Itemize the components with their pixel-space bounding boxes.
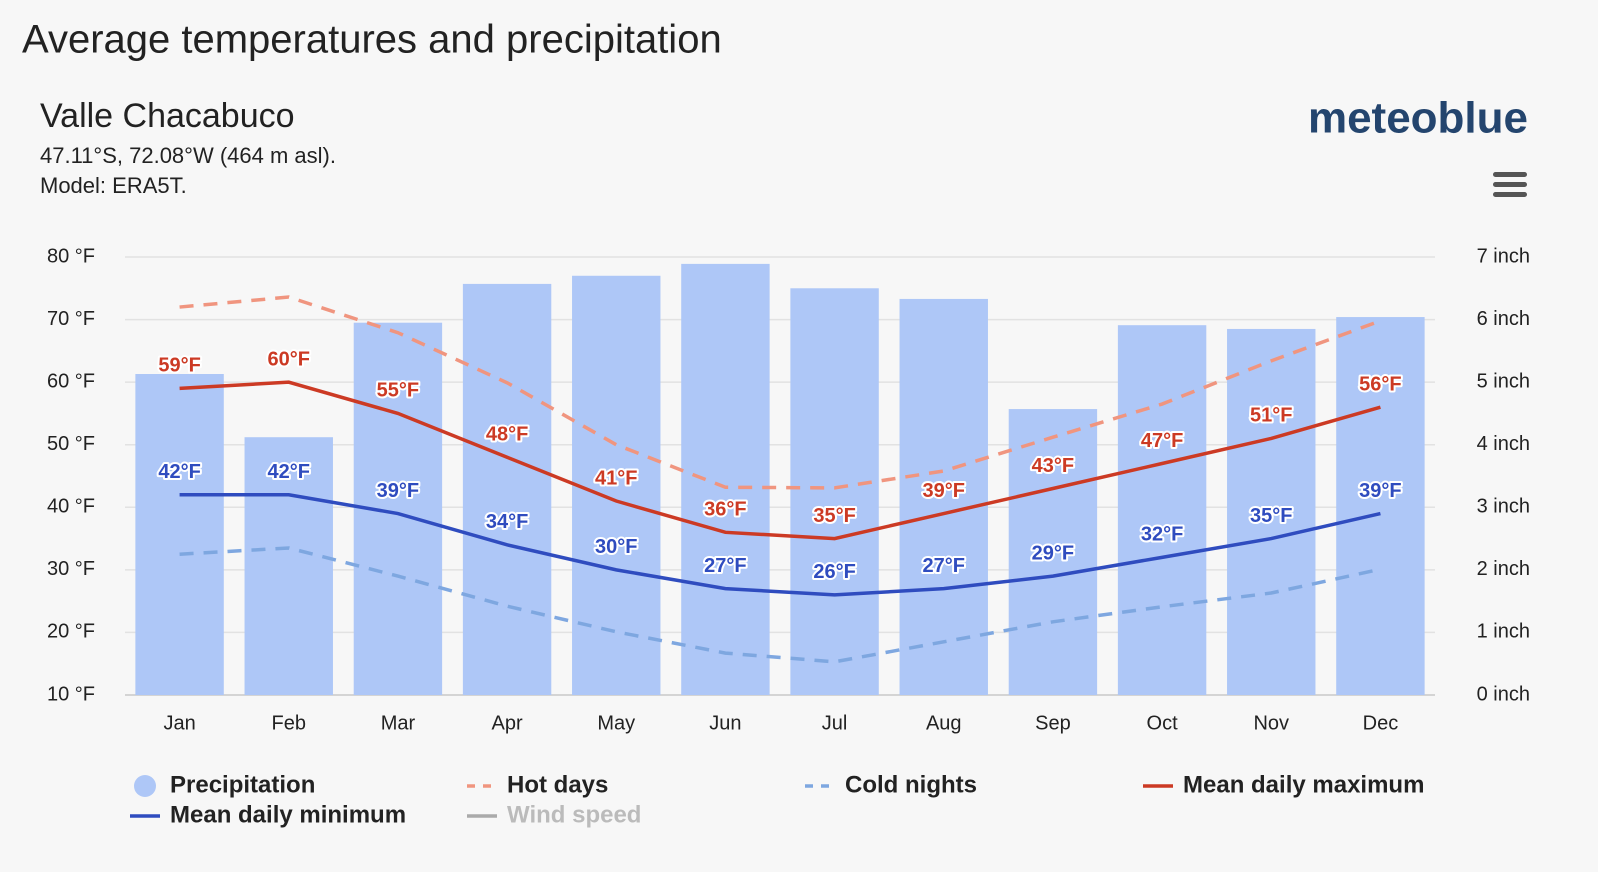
precipitation-bar — [1117, 325, 1207, 695]
data-label: 56°F — [1359, 373, 1401, 395]
legend-entry[interactable]: Mean daily minimum — [170, 801, 406, 828]
data-label: 36°F — [704, 499, 746, 521]
data-label: 27°F — [704, 555, 746, 577]
data-label: 27°F — [923, 555, 965, 577]
x-tick-label: Oct — [1147, 712, 1179, 734]
x-tick-label: Aug — [926, 712, 962, 734]
legend-entry[interactable]: Precipitation — [170, 771, 315, 798]
data-label: 42°F — [268, 461, 310, 483]
y-tick-label: 30 °F — [47, 558, 95, 580]
data-label: 48°F — [486, 424, 528, 446]
x-tick-label: Feb — [272, 712, 306, 734]
y2-tick-label: 7 inch — [1477, 245, 1530, 267]
line — [179, 380, 1381, 541]
data-label: 51°F — [1250, 405, 1292, 427]
x-tick-label: May — [597, 712, 635, 734]
precipitation-bar — [462, 283, 552, 695]
precipitation-bar — [244, 437, 333, 695]
y2-tick-label: 3 inch — [1477, 496, 1530, 518]
y-tick-label: 10 °F — [47, 683, 95, 705]
data-label: 30°F — [595, 536, 637, 558]
y2-tick-label: 0 inch — [1477, 683, 1530, 705]
line — [179, 295, 1382, 490]
x-tick-label: Sep — [1035, 712, 1071, 734]
legend-entry[interactable]: Cold nights — [845, 771, 977, 798]
y-tick-label: 60 °F — [47, 370, 95, 392]
precipitation-bar — [1227, 328, 1316, 695]
legend-entry[interactable]: Mean daily maximum — [1183, 771, 1424, 798]
x-tick-label: Apr — [492, 712, 523, 734]
precipitation-bar — [790, 288, 879, 695]
y-tick-label: 40 °F — [47, 496, 95, 518]
y-tick-label: 20 °F — [47, 621, 95, 643]
y2-tick-label: 1 inch — [1477, 621, 1530, 643]
page-title: Average temperatures and precipitation — [22, 18, 722, 62]
data-label: 60°F — [268, 348, 310, 370]
data-label: 29°F — [1032, 542, 1074, 564]
x-tick-label: Nov — [1253, 712, 1289, 734]
precipitation-bar — [681, 263, 770, 695]
precipitation-bar — [899, 298, 988, 695]
precipitation-bar — [135, 374, 224, 695]
data-label: 41°F — [595, 467, 637, 489]
data-label: 42°F — [158, 461, 200, 483]
data-label: 34°F — [486, 511, 528, 533]
logo: meteoblue — [1308, 94, 1528, 143]
y2-tick-label: 6 inch — [1477, 308, 1530, 330]
y-tick-label: 80 °F — [47, 245, 95, 267]
data-label: 35°F — [1250, 505, 1292, 527]
y-tick-label: 70 °F — [47, 308, 95, 330]
chart-title: Valle Chacabuco — [40, 97, 295, 135]
precipitation-bar — [1008, 409, 1098, 695]
x-tick-label: Jun — [709, 712, 741, 734]
data-label: 26°F — [813, 561, 855, 583]
line — [179, 546, 1381, 664]
data-label: 39°F — [377, 480, 419, 502]
y2-tick-label: 2 inch — [1477, 558, 1530, 580]
data-label: 55°F — [377, 380, 419, 402]
data-label: 32°F — [1141, 524, 1183, 546]
legend-symbol — [134, 775, 156, 797]
data-label: 43°F — [1032, 455, 1074, 477]
precipitation-bar — [1336, 317, 1425, 695]
data-label: 47°F — [1141, 430, 1183, 452]
x-tick-label: Dec — [1363, 712, 1399, 734]
legend-entry[interactable]: Hot days — [507, 771, 608, 798]
y2-tick-label: 4 inch — [1477, 433, 1530, 455]
x-tick-label: Mar — [381, 712, 416, 734]
line — [179, 493, 1381, 597]
data-label: 59°F — [158, 355, 200, 377]
chart-subtitle: Model: ERA5T. — [40, 173, 187, 198]
y2-tick-label: 5 inch — [1477, 370, 1530, 392]
y-tick-label: 50 °F — [47, 433, 95, 455]
x-tick-label: Jan — [163, 712, 195, 734]
data-label: 39°F — [1359, 480, 1401, 502]
legend-entry[interactable]: Wind speed — [507, 801, 641, 828]
data-label: 35°F — [813, 505, 855, 527]
menu-button[interactable] — [1493, 172, 1527, 197]
chart-subtitle: 47.11°S, 72.08°W (464 m asl). — [40, 143, 336, 168]
data-label: 39°F — [923, 480, 965, 502]
x-tick-label: Jul — [822, 712, 848, 734]
